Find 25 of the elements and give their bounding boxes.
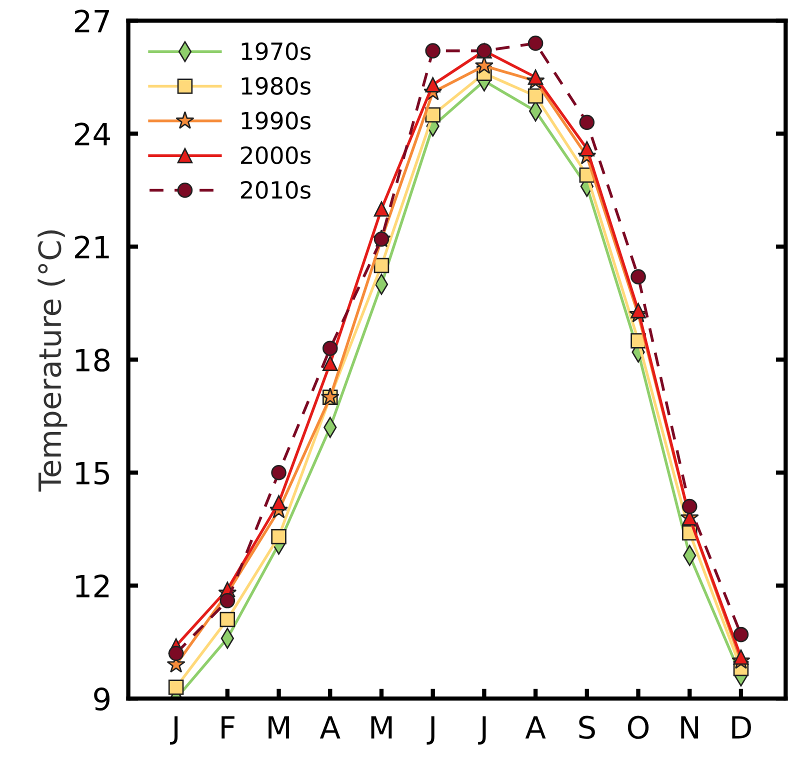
x-tick-label: J: [426, 716, 434, 745]
y-tick-label: 15: [76, 462, 109, 485]
y-tick-label: 12: [76, 574, 109, 598]
legend-label: 2000s: [241, 146, 311, 164]
legend-label: 1990s: [242, 112, 311, 130]
x-tick-label: A: [525, 716, 546, 738]
legend-label: 1970s: [242, 42, 311, 60]
y-tick-label: 9: [94, 688, 110, 711]
x-tick-label: J: [170, 716, 178, 745]
x-tick-label: J: [478, 716, 486, 745]
legend-label: 1980s: [242, 77, 311, 95]
x-tick-label: M: [268, 716, 289, 738]
y-tick-label: 24: [74, 122, 110, 146]
x-tick-label: A: [320, 716, 340, 738]
x-tick-label: S: [579, 716, 595, 739]
y-tick-label: 18: [76, 348, 110, 372]
y-tick-label: 27: [74, 10, 110, 32]
legend-label: 2010s: [241, 180, 311, 199]
y-axis-title: Temperature (°C): [38, 230, 68, 492]
x-tick-label: F: [222, 716, 234, 738]
x-tick-label: M: [371, 716, 392, 738]
x-tick-label: N: [681, 716, 698, 738]
y-tick-label: 21: [74, 236, 109, 258]
x-tick-label: D: [732, 716, 751, 738]
x-tick-label: O: [628, 716, 649, 739]
